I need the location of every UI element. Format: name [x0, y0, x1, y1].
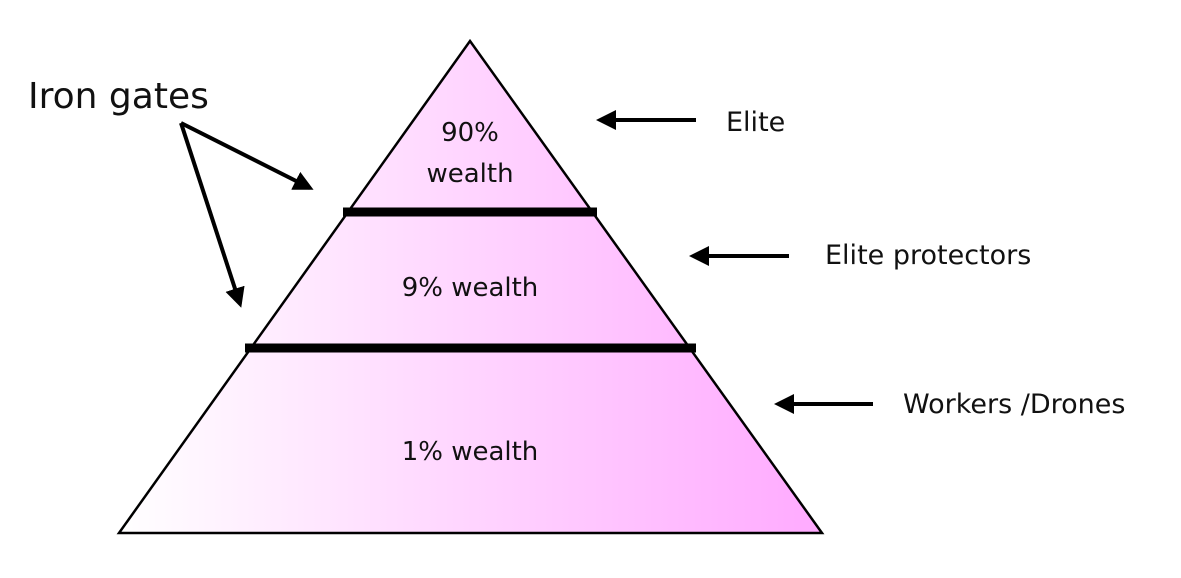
tier-top-line2: wealth	[426, 159, 513, 189]
elite-protectors-label: Elite protectors	[825, 240, 1031, 271]
tier-top-line1: 90%	[441, 118, 499, 148]
tier-middle-label: 9% wealth	[402, 273, 539, 303]
iron-gates-arrow-lower	[179, 122, 245, 308]
tier-bottom-label: 1% wealth	[402, 437, 539, 467]
iron-gates-arrow-upper	[180, 121, 314, 190]
pyramid-triangle	[116, 38, 825, 535]
iron-gates-label: Iron gates	[28, 76, 209, 117]
elite-label: Elite	[726, 107, 785, 138]
workers-drones-label: Workers /Drones	[903, 389, 1125, 420]
